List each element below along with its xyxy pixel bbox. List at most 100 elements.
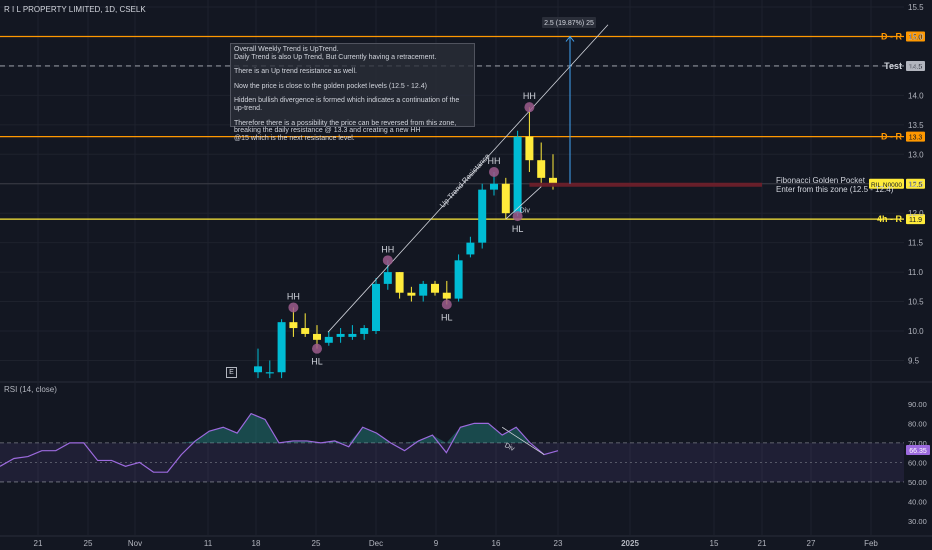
candle-body — [537, 160, 546, 178]
candle-body — [478, 189, 487, 243]
time-tick-label: Dec — [369, 539, 383, 548]
level-label: 4h - R — [877, 214, 903, 224]
analysis-note[interactable]: Overall Weekly Trend is UpTrend. Daily T… — [230, 43, 475, 142]
price-tick-label: 13.5 — [908, 121, 924, 130]
swing-label: HL — [311, 357, 323, 367]
price-divergence-label: Div — [520, 207, 531, 214]
price-tick-label: 12.5 — [908, 180, 924, 189]
swing-label: HL — [441, 312, 453, 322]
rsi-divergence-label: Div — [503, 442, 516, 453]
price-tick-label: 11.5 — [908, 239, 924, 248]
time-tick-label: 18 — [252, 539, 261, 548]
time-tick-label: 16 — [492, 539, 501, 548]
level-price-badge-text: 11.9 — [909, 217, 922, 224]
golden-pocket-title: Fibonacci Golden Pocket — [776, 176, 866, 185]
price-tick-label: 11.0 — [908, 268, 924, 277]
candle-body — [525, 136, 534, 161]
price-tick-label: 10.0 — [908, 327, 924, 336]
price-tick-label: 15.5 — [908, 3, 924, 12]
rsi-tick-label: 80.00 — [908, 419, 927, 428]
note-line: Now the price is close to the golden poc… — [234, 82, 427, 90]
rsi-tick-label: 40.00 — [908, 497, 927, 506]
time-tick-label: 9 — [434, 539, 439, 548]
swing-label: HH — [287, 291, 300, 301]
candle-body — [454, 260, 463, 299]
candle-body — [431, 283, 439, 293]
projection-arrowhead — [565, 35, 575, 42]
candle-body — [360, 328, 369, 334]
time-axis: 21 25 Nov 11 18 25 Dec 9 16 23 2025 15 21 27 Feb — [34, 539, 879, 548]
level-label: D - R — [881, 32, 902, 42]
price-tick-label: 13.0 — [908, 150, 924, 159]
candle-body — [442, 292, 451, 299]
swing-marker — [288, 302, 299, 313]
level-price-badge-text: 13.3 — [909, 135, 923, 142]
time-tick-label: 23 — [554, 539, 563, 548]
candle-body — [407, 292, 416, 296]
candle-body — [383, 272, 392, 284]
rsi-background — [0, 382, 904, 536]
time-tick-label: 25 — [312, 539, 321, 548]
price-tick-label: 10.5 — [908, 298, 924, 307]
time-tick-label: Feb — [864, 539, 878, 548]
golden-pocket-zone — [529, 182, 762, 187]
swing-label: HH — [488, 156, 501, 166]
rsi-overbought-fill — [0, 413, 558, 443]
candle-body — [490, 183, 498, 190]
note-line: Overall Weekly Trend is UpTrend. Daily T… — [234, 46, 437, 61]
level-price-badge — [906, 60, 925, 71]
time-tick-label: 21 — [34, 539, 43, 548]
rsi-tick-label: 30.00 — [908, 517, 927, 526]
trendline — [327, 24, 609, 333]
time-tick-label: 11 — [204, 539, 213, 548]
candle-body — [324, 336, 333, 343]
level-price-badge — [906, 31, 925, 42]
candle-body — [289, 322, 298, 329]
candle-body — [254, 366, 262, 373]
swing-marker — [382, 255, 393, 266]
level-price-badge-text: 15.0 — [909, 35, 923, 42]
projection-label-box — [542, 17, 596, 28]
time-tick-label: 25 — [84, 539, 93, 548]
candle-body — [513, 136, 522, 214]
candle-body — [301, 328, 310, 334]
swing-marker — [512, 211, 523, 222]
time-tick-label: 27 — [807, 539, 816, 548]
ticker-badge — [869, 178, 904, 189]
candle-body — [466, 242, 475, 255]
rsi-tick-label: 60.00 — [908, 458, 927, 467]
note-line: Hidden bullish divergence is formed whic… — [234, 97, 460, 112]
current-price-badge-text: 12.5 — [909, 182, 923, 189]
chart-legend: R I L PROPERTY LIMITED, 1D, CSELK — [4, 5, 146, 14]
time-tick-label: 15 — [710, 539, 719, 548]
time-tick-label: 2025 — [621, 539, 639, 548]
candle-body — [265, 372, 274, 374]
swing-marker — [524, 102, 535, 113]
level-price-badge-text: 14.5 — [909, 64, 923, 71]
rsi-tick-label: 90.00 — [908, 400, 927, 409]
ticker-badge-text: RIL.N0000 — [871, 182, 902, 189]
rsi-pane-label: RSI (14, close) — [4, 385, 57, 394]
rsi-pane: 30.00 40.00 50.00 60.00 70.00 80.00 90.00 Div 66… — [0, 400, 930, 526]
price-tick-label: 15.0 — [908, 33, 924, 42]
candle-body — [372, 283, 380, 331]
price-tick-label: 14.0 — [908, 91, 924, 100]
price-axis: 9.5 10.0 10.5 11.0 11.5 12.0 12.5 13.0 13.5 14.0 1… — [908, 3, 924, 365]
projection-label: 2.5 (19.87%) 25 — [544, 20, 594, 27]
swing-label: HH — [523, 91, 536, 101]
candle-body — [313, 333, 321, 340]
horizontal-levels: D - R 15.0 Test 14.5 D - R 13.3 4h - R 11.9 RIL.… — [0, 31, 925, 225]
candle-body — [501, 183, 510, 214]
golden-pocket-subtitle: Enter from this zone (12.5 - 12.4) — [776, 185, 894, 194]
rsi-current-badge — [906, 445, 930, 456]
price-tick-label: 12.0 — [908, 209, 924, 218]
candle-body — [336, 333, 345, 337]
event-badge[interactable]: E — [226, 367, 237, 378]
price-divergence-line — [505, 186, 542, 220]
candles — [254, 107, 557, 379]
level-price-badge — [906, 131, 925, 142]
candle-body — [419, 283, 428, 296]
candle-body — [549, 177, 557, 184]
note-line: There is an Up trend resistance as well. — [234, 68, 357, 76]
